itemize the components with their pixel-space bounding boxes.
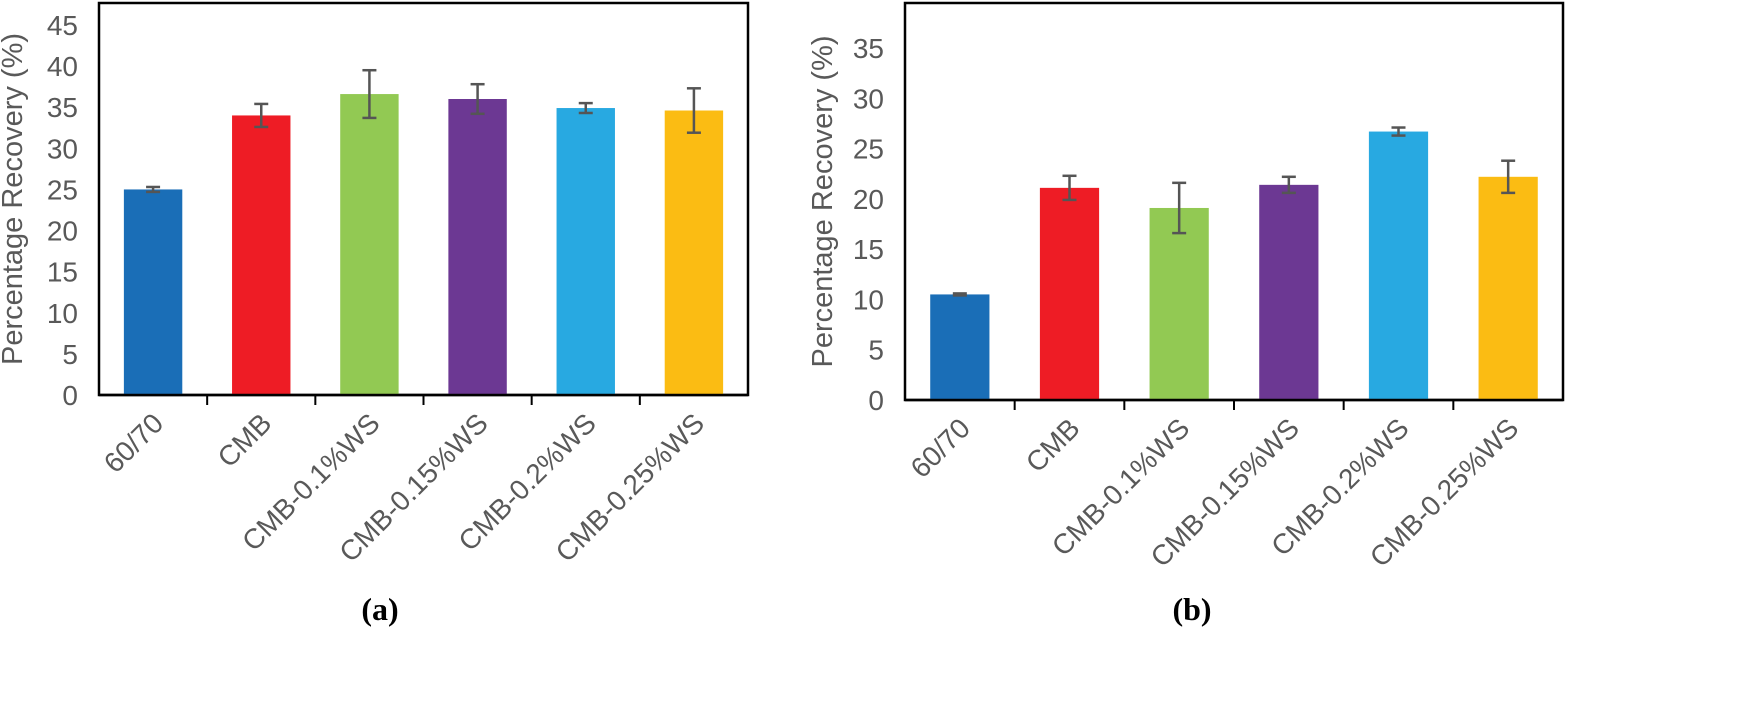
bar-60-70	[123, 189, 183, 395]
y-axis-title: Percentage Recovery (%)	[0, 33, 29, 365]
x-tick-label: 60/70	[905, 412, 976, 483]
y-tick-label: 45	[47, 10, 78, 41]
bar-cmb-0-1-ws	[1149, 207, 1209, 400]
plot-frame	[903, 1, 1565, 402]
y-tick-label: 10	[47, 298, 78, 329]
bar-cmb-0-25-ws	[664, 110, 724, 395]
bar-cmb-0-15-ws	[448, 99, 507, 395]
chart-panel-a: 0 5 10 15 20 25 30 35 40 45 Percentage Recovery (%…	[0, 1, 750, 627]
y-tick-label: 20	[47, 216, 78, 247]
y-tick-label: 40	[47, 51, 78, 82]
y-tick-label: 5	[62, 339, 78, 370]
x-tick-label: CMB	[1020, 412, 1086, 478]
panel-label: (a)	[361, 591, 398, 627]
y-tick-label: 0	[868, 385, 884, 416]
x-tick-label: CMB	[212, 407, 278, 473]
y-tick-label: 30	[853, 83, 884, 114]
bar-cmb-0-2-ws	[1368, 131, 1429, 400]
bar-cmb	[232, 115, 291, 395]
y-tick-label: 10	[853, 284, 884, 315]
panel-label: (b)	[1172, 591, 1211, 627]
y-tick-label: 35	[853, 33, 884, 64]
y-tick-label: 5	[868, 335, 884, 366]
bar-cmb-0-25-ws	[1478, 176, 1538, 400]
bar-cmb	[1039, 187, 1100, 400]
chart-panel-b: 0 5 10 15 20 25 30 35 Percentage Recovery (%) 60/…	[807, 1, 1565, 627]
plot-frame	[97, 1, 750, 397]
y-tick-label: 30	[47, 133, 78, 164]
y-tick-label: 15	[853, 234, 884, 265]
y-tick-label: 35	[47, 92, 78, 123]
y-tick-label: 25	[47, 174, 78, 205]
y-axis-title: Percentage Recovery (%)	[807, 35, 839, 367]
y-tick-label: 20	[853, 184, 884, 215]
bar-cmb-0-15-ws	[1259, 184, 1319, 400]
x-tick-label: 60/70	[98, 407, 169, 478]
bar-cmb-0-2-ws	[556, 108, 615, 396]
y-tick-label: 0	[62, 380, 78, 411]
y-tick-label: 15	[47, 257, 78, 288]
bar-60-70	[930, 294, 990, 400]
bar-cmb-0-1-ws	[340, 94, 399, 396]
y-tick-label: 25	[853, 134, 884, 165]
